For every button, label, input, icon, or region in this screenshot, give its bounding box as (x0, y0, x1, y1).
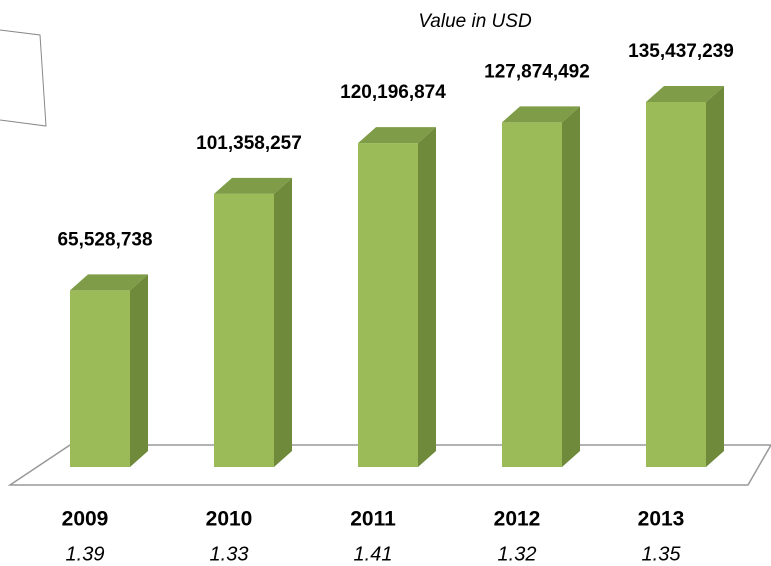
bar-side (130, 274, 148, 467)
data-label: 101,358,257 (196, 133, 302, 154)
x-tick-label: 2010 (206, 508, 253, 531)
bar-top (70, 274, 148, 291)
bar (214, 193, 274, 467)
ratio-label: 1.32 (498, 543, 537, 565)
bar-top (358, 127, 436, 144)
data-label: 135,437,239 (628, 41, 734, 62)
x-tick-label: 2011 (350, 508, 396, 531)
data-label: 120,196,874 (340, 82, 446, 103)
bar-side (274, 177, 292, 467)
ratio-label: 1.33 (210, 543, 249, 565)
bar-side (706, 86, 724, 467)
data-label: 65,528,738 (57, 229, 152, 250)
x-tick-label: 2012 (494, 508, 541, 531)
bar (502, 122, 562, 468)
ratio-label: 1.41 (354, 543, 393, 565)
bar-top (214, 177, 292, 194)
chart-subtitle: Value in USD (418, 11, 532, 32)
bar-top (502, 106, 580, 123)
x-tick-label: 2013 (638, 508, 685, 531)
bar-side (418, 127, 436, 468)
bar (358, 143, 418, 468)
bar (70, 290, 130, 467)
bar-top (646, 86, 724, 102)
x-tick-label: 2009 (62, 508, 109, 531)
ratio-label: 1.39 (66, 543, 105, 565)
bar-side (562, 106, 580, 468)
decoration (0, 29, 47, 127)
bar (646, 102, 706, 467)
data-label: 127,874,492 (484, 61, 590, 82)
ratio-label: 1.35 (642, 543, 682, 565)
